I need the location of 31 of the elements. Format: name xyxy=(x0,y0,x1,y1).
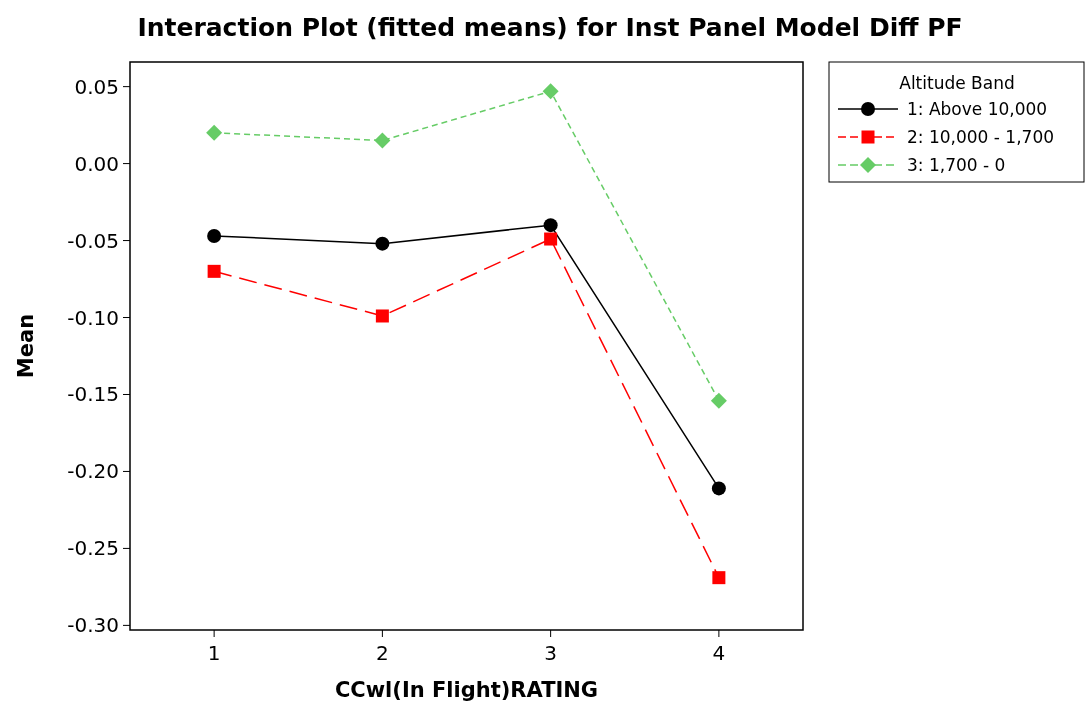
legend-label: 1: Above 10,000 xyxy=(907,98,1048,119)
point xyxy=(206,124,223,141)
x-tick-label: 1 xyxy=(207,641,221,665)
x-tick-label: 2 xyxy=(376,641,389,665)
point xyxy=(207,228,222,243)
point xyxy=(711,481,726,496)
y-tick-label: -0.30 xyxy=(67,613,119,638)
x-tick-label: 4 xyxy=(712,641,726,665)
point xyxy=(375,309,389,323)
y-tick-label: -0.25 xyxy=(67,536,119,561)
point xyxy=(374,132,391,149)
y-tick-label: 0.05 xyxy=(74,74,119,99)
y-tick-label: 0.00 xyxy=(74,151,119,176)
point xyxy=(375,236,390,251)
y-axis-title: Mean xyxy=(14,313,38,379)
point xyxy=(542,83,559,100)
y-tick-label: -0.05 xyxy=(67,228,119,253)
y-tick-label: -0.20 xyxy=(67,459,119,484)
point xyxy=(710,392,727,409)
point xyxy=(207,264,221,278)
legend-label: 3: 1,700 - 0 xyxy=(907,154,1006,175)
x-tick-label: 3 xyxy=(544,641,557,665)
legend-title: Altitude Band xyxy=(899,73,1015,93)
legend-label: 2: 10,000 - 1,700 xyxy=(907,126,1055,147)
point xyxy=(712,571,726,585)
point xyxy=(543,218,558,233)
x-axis-title: CCwl(In Flight)RATING xyxy=(334,678,599,702)
y-tick-label: -0.15 xyxy=(67,382,119,407)
y-tick-label: -0.10 xyxy=(67,305,119,330)
point xyxy=(544,232,558,246)
chart-title: Interaction Plot (fitted means) for Inst Panel Model Diff PF xyxy=(137,13,963,42)
